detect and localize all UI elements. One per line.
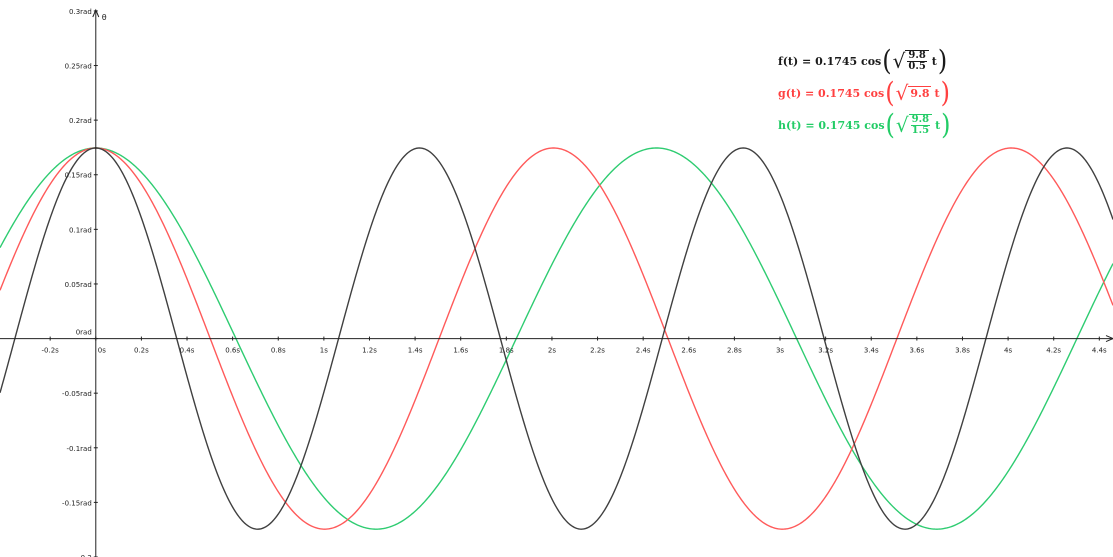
- x-tick-label: 4.2s: [1046, 347, 1061, 355]
- y-axis-label: θ: [102, 13, 107, 22]
- x-tick-label: 0.8s: [271, 347, 286, 355]
- x-tick-label: 3s: [776, 347, 784, 355]
- x-tick-label: 2s: [548, 347, 556, 355]
- x-tick-label: 3.8s: [955, 347, 970, 355]
- y-tick-label: 0.3rad: [69, 8, 92, 16]
- y-tick-label: 0rad: [76, 329, 92, 337]
- legend-g-radicand: 9.8: [908, 86, 932, 100]
- y-tick-label: -0.1rad: [67, 445, 92, 453]
- legend-f: f(t) = 0.1745 cos ( √ 9.8 0.5 t ): [778, 44, 952, 78]
- series-f-line: [0, 147, 1113, 530]
- y-tick-label: 0.05rad: [65, 281, 92, 289]
- legend-h-sqrt: √ 9.8 1.5: [895, 113, 933, 137]
- legend-h-close-paren: ): [941, 108, 951, 142]
- x-tick-label: 3.6s: [909, 347, 924, 355]
- y-tick-label: -0.15rad: [62, 499, 92, 507]
- x-tick-label: -0.2s: [42, 347, 60, 355]
- y-tick-label: 0.25rad: [65, 63, 92, 71]
- x-tick-label: 1.4s: [408, 347, 423, 355]
- legend-g-close-paren: ): [940, 76, 950, 110]
- legend-h-numerator: 9.8: [910, 113, 931, 126]
- x-tick-label: 2.2s: [590, 347, 605, 355]
- legend-f-lhs: f(t) = 0.1745 cos: [778, 54, 882, 68]
- legend-h-lhs: h(t) = 0.1745 cos: [778, 118, 885, 132]
- x-tick-label: 4.4s: [1092, 347, 1107, 355]
- legend-f-sqrt: √ 9.8 0.5: [892, 49, 929, 73]
- legend-h-var: t: [935, 118, 941, 132]
- legend-g-open-paren: (: [885, 76, 895, 110]
- x-tick-label: 0.6s: [225, 347, 240, 355]
- x-tick-label: 1s: [320, 347, 328, 355]
- legend-g: g(t) = 0.1745 cos ( √ 9.8 t ): [778, 76, 952, 110]
- series-g-line: [0, 147, 1113, 530]
- legend-f-numerator: 9.8: [907, 49, 927, 62]
- x-tick-label: 0s: [98, 347, 106, 355]
- sqrt-icon: √: [895, 113, 909, 137]
- y-axis-arrow: [92, 8, 100, 18]
- x-tick-label: 2.8s: [727, 347, 742, 355]
- x-tick-label: 1.2s: [362, 347, 377, 355]
- legend: f(t) = 0.1745 cos ( √ 9.8 0.5 t ) g(t) =…: [778, 44, 952, 144]
- x-tick-label: 1.6s: [453, 347, 468, 355]
- series-h-line: [0, 147, 1113, 530]
- x-tick-label: 4s: [1004, 347, 1012, 355]
- y-tick-label: -0.05rad: [62, 390, 92, 398]
- y-tick-label: 0.1rad: [69, 226, 92, 234]
- sqrt-icon: √: [895, 81, 909, 105]
- legend-f-open-paren: (: [882, 44, 892, 78]
- legend-f-denominator: 0.5: [908, 61, 926, 72]
- legend-h-open-paren: (: [885, 108, 895, 142]
- x-tick-label: 0.2s: [134, 347, 149, 355]
- x-tick-label: 1.8s: [499, 347, 514, 355]
- legend-f-close-paren: ): [937, 44, 948, 78]
- x-tick-label: 2.6s: [681, 347, 696, 355]
- legend-g-sqrt: √ 9.8: [896, 83, 932, 103]
- legend-f-var: t: [931, 54, 937, 68]
- sqrt-icon: √: [892, 49, 906, 73]
- legend-g-var: t: [934, 86, 940, 100]
- y-tick-label: 0.15rad: [65, 172, 92, 180]
- y-tick-label: 0.2rad: [69, 117, 92, 125]
- x-tick-label: 3.4s: [864, 347, 879, 355]
- legend-f-fraction: 9.8 0.5: [905, 49, 929, 73]
- legend-g-lhs: g(t) = 0.1745 cos: [778, 86, 885, 100]
- x-tick-label: 0.4s: [180, 347, 195, 355]
- x-tick-label: 3.2s: [818, 347, 833, 355]
- y-tick-label: -0.2: [78, 554, 92, 557]
- x-tick-label: 2.4s: [636, 347, 651, 355]
- legend-h-denominator: 1.5: [911, 125, 930, 136]
- x-axis-arrow: [1105, 335, 1113, 343]
- legend-h-fraction: 9.8 1.5: [908, 113, 933, 137]
- legend-h: h(t) = 0.1745 cos ( √ 9.8 1.5 t ): [778, 108, 952, 142]
